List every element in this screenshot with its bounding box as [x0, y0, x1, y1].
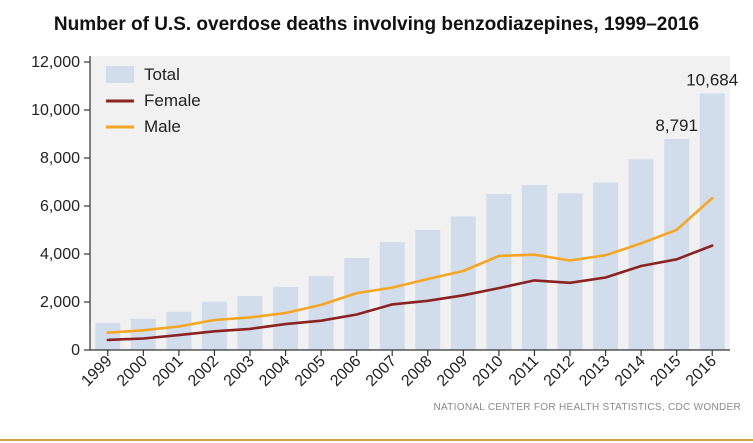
legend-label-male: Male — [144, 117, 181, 136]
data-label-2016: 10,684 — [686, 71, 738, 90]
lines-layer — [106, 196, 714, 342]
bar-total-2000 — [130, 318, 156, 350]
line-male — [106, 196, 714, 335]
bar-total-2012 — [557, 193, 583, 350]
x-tick-label-2013: 2013 — [576, 353, 613, 390]
x-tick-label-2008: 2008 — [398, 353, 435, 390]
y-tick-label: 4,000 — [40, 246, 80, 263]
bar-total-2011 — [521, 185, 547, 350]
x-tick-label-2011: 2011 — [506, 353, 542, 389]
x-tick-label-1999: 1999 — [78, 353, 115, 390]
legend-label-female: Female — [144, 91, 201, 110]
x-tick-label-2004: 2004 — [256, 353, 293, 390]
y-tick-label: 6,000 — [40, 198, 80, 215]
bar-total-2006 — [344, 258, 370, 350]
x-tick-label-2006: 2006 — [327, 353, 364, 390]
bar-total-2009 — [450, 216, 476, 350]
y-tick-label: 0 — [71, 342, 80, 359]
legend-swatch-total — [106, 66, 134, 83]
bar-total-2008 — [415, 230, 441, 350]
x-tick-label-2012: 2012 — [541, 353, 578, 390]
bar-total-2016 — [699, 93, 725, 350]
line-female — [106, 244, 714, 342]
y-tick-label: 2,000 — [40, 294, 80, 311]
bar-total-2002 — [201, 301, 227, 350]
legend: Total Female Male — [106, 65, 201, 136]
bottom-rule — [0, 439, 753, 441]
bar-total-2013 — [593, 182, 619, 350]
bar-total-2014 — [628, 159, 654, 350]
plot-background — [90, 56, 730, 350]
x-tick-label-2005: 2005 — [292, 353, 329, 390]
x-tick-label-2001: 2001 — [150, 353, 187, 390]
source-note: NATIONAL CENTER FOR HEALTH STATISTICS, C… — [433, 402, 741, 413]
bar-total-2010 — [486, 194, 512, 350]
x-tick-label-2009: 2009 — [434, 353, 471, 390]
x-tick-label-2015: 2015 — [647, 353, 684, 390]
y-tick-label: 12,000 — [31, 54, 80, 71]
bar-total-2004 — [273, 287, 299, 350]
labels-layer: 8,791 10,684 — [655, 71, 738, 135]
bar-total-2007 — [379, 242, 405, 350]
x-tick-label-2016: 2016 — [683, 353, 720, 390]
bar-total-2015 — [664, 139, 690, 350]
x-tick-label-2002: 2002 — [185, 353, 222, 390]
legend-label-total: Total — [144, 65, 180, 84]
bar-total-1999 — [95, 322, 121, 350]
chart-title: Number of U.S. overdose deaths involving… — [53, 14, 700, 35]
bar-total-2005 — [308, 276, 334, 350]
x-tick-label-2010: 2010 — [470, 353, 507, 390]
bar-total-2001 — [166, 311, 192, 350]
y-tick-label: 10,000 — [31, 102, 80, 119]
x-tick-label-2007: 2007 — [363, 353, 400, 390]
bars-layer — [95, 93, 725, 350]
bar-total-2003 — [237, 296, 263, 350]
x-tick-label-2000: 2000 — [114, 353, 151, 390]
data-label-2015: 8,791 — [655, 116, 698, 135]
x-tick-label-2003: 2003 — [221, 353, 258, 390]
x-tick-label-2014: 2014 — [612, 353, 649, 390]
y-tick-label: 8,000 — [40, 150, 80, 167]
